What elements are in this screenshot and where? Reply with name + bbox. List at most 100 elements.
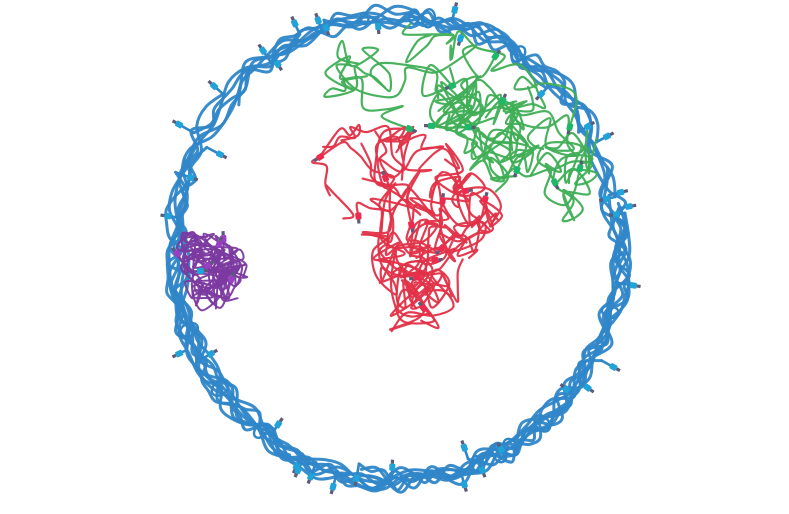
cable-plug-25 [460,480,468,493]
africa-cable-7 [319,140,463,217]
cable-plug-13 [608,210,621,218]
cable-plug-14 [274,417,284,429]
cable-plug-54 [408,274,421,281]
europe-asia-cable-21 [470,126,528,172]
cable-plug-30 [496,442,506,454]
cable-plug-15 [257,43,267,55]
ring-cable-18 [184,323,577,493]
europe-asia-cable-14 [469,113,530,182]
cable-plug-59 [170,246,182,258]
cable-plug-32 [171,349,184,359]
cable-plug-8 [207,79,219,91]
cable-plug-9 [478,466,487,478]
cable-plug-0 [273,59,284,72]
ring-cable-20 [357,284,620,492]
cable-plug-56 [481,191,489,204]
cable-plug-19 [616,188,629,196]
africa-cable-6 [311,123,362,220]
africa-cable-23 [456,186,503,254]
europe-asia-cable-10 [335,44,497,99]
cable-plug-17 [609,363,621,373]
cable-plug-35 [534,89,546,101]
cable-plug-38 [423,122,436,130]
cable-plug-28 [460,439,468,452]
europe-asia-cable-4 [369,61,456,98]
cable-plug-34 [171,119,184,129]
cable-plug-50 [355,212,362,224]
cable-plug-2 [625,203,637,210]
europe-asia-cable-7 [324,55,411,130]
africa-cables [311,123,503,333]
cable-plug-37 [290,15,299,28]
cable-plug-20 [322,23,331,36]
cable-plug-7 [389,459,396,471]
cable-plug-1 [602,131,615,141]
cable-plug-62 [227,271,236,284]
cable-plug-16 [583,120,596,131]
cable-plug-45 [464,124,476,131]
cable-plug-4 [306,472,315,485]
cable-plug-51 [417,301,428,313]
cable-plug-44 [444,82,457,91]
europe-asia-cable-20 [401,22,456,64]
cable-plug-42 [550,178,560,190]
cable-plug-31 [160,212,172,220]
africa-cable-20 [395,266,449,330]
europe-asia-cable-6 [323,39,393,98]
cable-plug-55 [461,187,474,195]
cable-plug-52 [313,152,325,163]
africa-cable-12 [399,207,479,279]
cable-plug-40 [499,93,508,105]
south-america-cable-7 [180,239,243,307]
cable-plug-63 [215,236,223,249]
cable-plug-26 [196,267,209,275]
cable-plug-41 [405,124,417,134]
cable-plug-49 [439,193,446,205]
europe-asia-cable-19 [449,30,537,91]
africa-cable-5 [360,233,436,325]
africa-cable-16 [394,203,451,309]
europe-asia-cable-0 [515,104,587,153]
africa-cable-2 [409,199,448,266]
ring-cable-24 [192,19,549,135]
cable-plug-23 [451,2,459,14]
cable-plug-18 [329,482,337,495]
cable-plug-48 [431,256,443,264]
africa-cable-21 [430,231,480,303]
cable-plug-29 [353,474,360,486]
europe-asia-cables [323,22,598,223]
cable-plugs [160,2,641,495]
cable-plug-33 [215,150,228,160]
africa-cable-11 [361,176,402,284]
south-america-cables [175,231,249,312]
africa-cable-19 [373,125,418,226]
cable-plug-57 [407,221,415,233]
europe-asia-cable-18 [440,80,535,126]
cable-plug-46 [566,123,574,135]
cable-plug-5 [314,12,322,25]
cable-plug-53 [381,170,390,183]
cable-plug-24 [629,282,641,289]
cable-plug-22 [375,22,382,35]
cable-plug-21 [583,383,595,394]
ring-cable-loop-24 [510,45,527,63]
europe-asia-cable-13 [529,128,598,184]
south-america-cable-8 [181,234,235,301]
africa-cable-22 [415,191,488,259]
ring-cable-23 [167,145,397,490]
ring-cable-3 [173,28,324,466]
europe-asia-cable-9 [544,160,598,186]
cable-plug-43 [491,49,502,61]
cable-plug-11 [293,466,302,478]
cable-plug-36 [206,348,219,358]
cable-plug-58 [435,244,446,255]
cable-plug-47 [512,166,521,178]
cable-plug-39 [576,160,584,172]
africa-cable-17 [361,175,487,228]
europe-asia-cable-8 [508,100,577,164]
cable-plug-61 [203,260,215,270]
cable-plug-10 [456,34,465,47]
cable-plug-12 [186,173,199,182]
